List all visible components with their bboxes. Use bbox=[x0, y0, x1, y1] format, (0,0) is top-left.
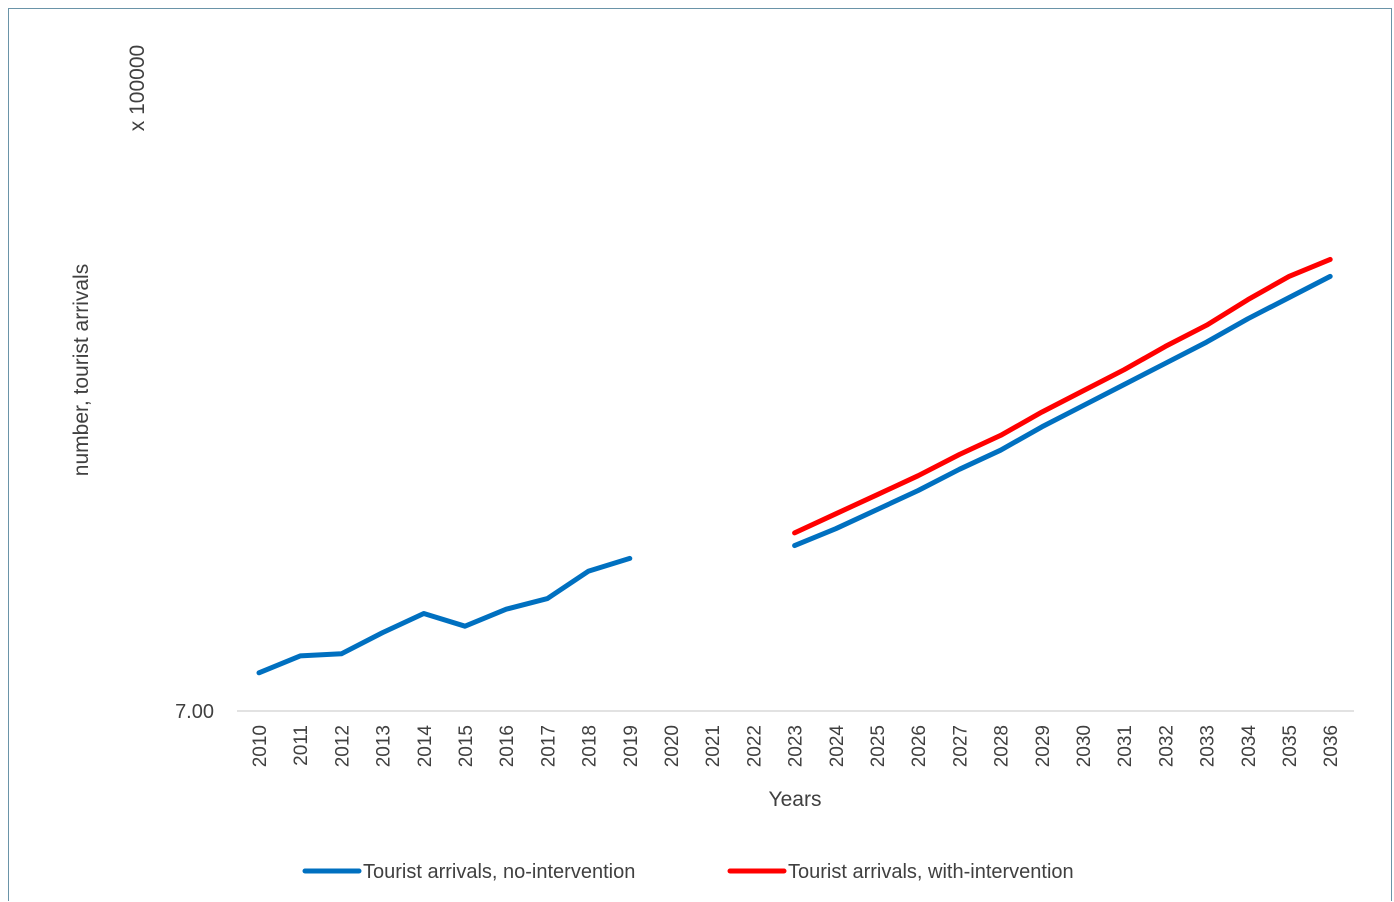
x-tick-label: 2024 bbox=[827, 725, 848, 768]
x-tick-label: 2019 bbox=[621, 725, 642, 767]
y-tick-label: 7.00 bbox=[175, 701, 214, 723]
legend-label: Tourist arrivals, with-intervention bbox=[788, 861, 1074, 883]
x-tick-label: 2017 bbox=[538, 725, 559, 767]
x-tick-label: 2022 bbox=[744, 725, 765, 767]
x-tick-label: 2021 bbox=[703, 725, 724, 767]
x-tick-label: 2034 bbox=[1239, 725, 1260, 768]
x-tick-label: 2033 bbox=[1198, 725, 1219, 767]
y-axis-label: number, tourist arrivals bbox=[70, 264, 93, 476]
y-multiplier-label: x 100000 bbox=[126, 45, 149, 131]
x-tick-label: 2036 bbox=[1321, 725, 1342, 767]
series-lines bbox=[256, 256, 1333, 676]
x-tick-labels: 2010 2011 2012 2013 2014 2015 2016 2017 2018 2019… bbox=[250, 725, 1342, 768]
x-tick-label: 2032 bbox=[1156, 725, 1177, 767]
x-tick-label: 2012 bbox=[332, 725, 353, 767]
x-tick-label: 2018 bbox=[580, 725, 601, 767]
series-line-no-intervention bbox=[792, 273, 1333, 549]
x-tick-label: 2020 bbox=[662, 725, 683, 767]
series-line-with-intervention bbox=[792, 256, 1333, 536]
x-tick-label: 2014 bbox=[415, 725, 436, 768]
x-tick-label: 2023 bbox=[786, 725, 807, 767]
x-tick-label: 2010 bbox=[250, 725, 271, 767]
series-line-no-intervention bbox=[256, 555, 633, 676]
x-tick-label: 2027 bbox=[950, 725, 971, 767]
x-tick-label: 2015 bbox=[456, 725, 477, 767]
x-tick-label: 2016 bbox=[497, 725, 518, 767]
x-tick-label: 2031 bbox=[1115, 725, 1136, 767]
x-tick-label: 2013 bbox=[374, 725, 395, 767]
chart-frame bbox=[8, 8, 1392, 901]
x-tick-label: 2030 bbox=[1074, 725, 1095, 767]
x-tick-label: 2026 bbox=[909, 725, 930, 767]
y-tick-labels: 7.00 bbox=[175, 701, 214, 723]
x-tick-label: 2025 bbox=[868, 725, 889, 767]
x-tick-label: 2011 bbox=[291, 725, 312, 766]
x-tick-label: 2028 bbox=[992, 725, 1013, 767]
x-tick-label: 2035 bbox=[1280, 725, 1301, 767]
legend-label: Tourist arrivals, no-intervention bbox=[363, 861, 635, 883]
legend: Tourist arrivals, no-intervention Tourist… bbox=[302, 861, 1074, 883]
x-axis-label: Years bbox=[769, 788, 822, 811]
x-tick-label: 2029 bbox=[1033, 725, 1054, 767]
